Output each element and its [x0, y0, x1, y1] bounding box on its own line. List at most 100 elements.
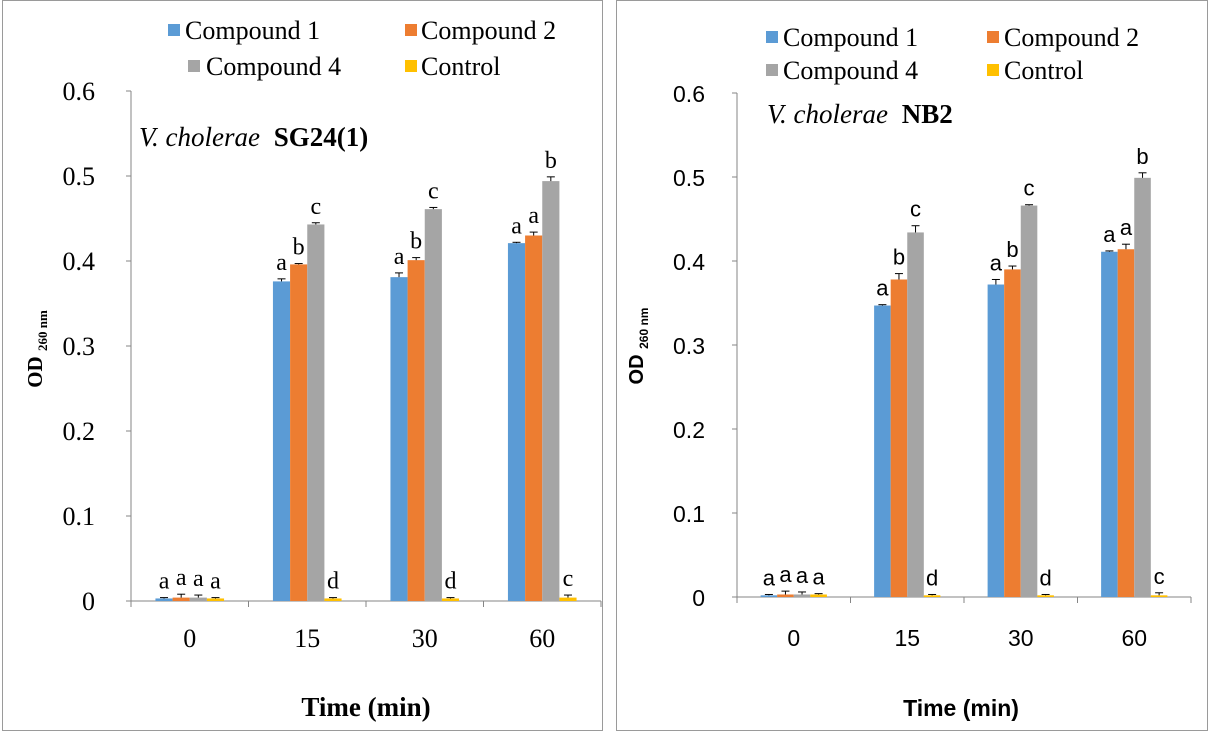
bar — [172, 597, 190, 601]
legend-swatch-compound-1 — [168, 24, 180, 36]
significance-letter: b — [545, 148, 557, 174]
y-tick-label: 0.2 — [673, 417, 705, 443]
y-tick-label: 0.6 — [63, 77, 96, 106]
y-tick-label: 0.4 — [673, 249, 705, 275]
bar — [507, 243, 526, 601]
bar — [559, 597, 577, 601]
bar — [206, 598, 225, 601]
y-tick-label: 0 — [692, 585, 705, 611]
y-tick-label: 0.3 — [63, 332, 96, 361]
bar — [923, 595, 941, 597]
legend-label-compound-4: Compound 4 — [206, 52, 341, 81]
significance-letter: b — [1136, 144, 1148, 169]
x-tick-label: 0 — [183, 624, 196, 653]
legend: Compound 1 Compound 2 Compound 4 Control — [168, 16, 556, 81]
significance-letter: a — [176, 565, 187, 591]
y-tick-label: 0.2 — [63, 417, 96, 446]
x-tick-label: 15 — [294, 624, 320, 653]
significance-letter: d — [1039, 565, 1051, 590]
significance-letter: a — [210, 569, 221, 595]
significance-letter: a — [394, 244, 405, 270]
significance-letter: a — [763, 565, 776, 590]
bar — [307, 224, 325, 601]
y-tick-label: 0 — [82, 587, 95, 616]
chart-panel-nb2: Compound 1 Compound 2 Compound 4 Control… — [616, 0, 1208, 731]
significance-letter: a — [193, 566, 204, 592]
bar — [793, 594, 811, 597]
significance-letter: b — [893, 245, 905, 270]
significance-letter: a — [528, 203, 539, 229]
bar — [987, 284, 1005, 597]
legend-label-compound-2: Compound 2 — [1004, 23, 1139, 52]
legend-swatch-compound-1 — [766, 31, 778, 43]
significance-letter: a — [1120, 215, 1133, 240]
chart-title: V. cholerae NB2 — [767, 99, 953, 129]
significance-letter: c — [1024, 176, 1035, 201]
bar — [1101, 251, 1118, 597]
significance-letter: b — [410, 229, 422, 255]
chart-title-italic: V. cholerae — [767, 99, 888, 129]
chart-title-bold: SG24(1) — [274, 122, 369, 152]
legend-label-compound-4: Compound 4 — [783, 56, 918, 85]
significance-letter: b — [293, 235, 305, 261]
bar — [441, 598, 460, 601]
significance-letter: a — [796, 563, 809, 588]
legend-swatch-control — [405, 60, 417, 72]
legend-label-control: Control — [1004, 56, 1083, 85]
y-axis-label-sub: 260 nm — [35, 310, 50, 351]
significance-letter: a — [812, 565, 825, 590]
significance-letter: a — [276, 250, 287, 276]
legend-swatch-compound-2 — [405, 24, 417, 36]
x-tick-label: 0 — [787, 625, 800, 651]
significance-letter: c — [1154, 564, 1165, 589]
x-tick-label: 60 — [1121, 625, 1147, 651]
chart-title-bold: NB2 — [902, 99, 953, 129]
legend-swatch-control — [987, 64, 999, 76]
bar — [1134, 177, 1151, 597]
x-tick-label: 30 — [1008, 625, 1034, 651]
x-axis-title: Time (min) — [903, 695, 1019, 721]
bar — [777, 594, 794, 597]
significance-letter: c — [310, 194, 321, 220]
y-tick-label: 0.3 — [673, 333, 705, 359]
x-tick-label: 60 — [529, 624, 555, 653]
bar — [1020, 205, 1038, 597]
significance-letter: a — [1103, 222, 1116, 247]
chart-title: V. cholerae SG24(1) — [139, 122, 368, 152]
bar — [407, 260, 425, 601]
bar — [907, 232, 924, 597]
legend-label-compound-2: Compound 2 — [421, 16, 556, 45]
chart-title-italic: V. cholerae — [139, 122, 260, 152]
bar — [525, 235, 543, 601]
significance-letter: a — [159, 569, 170, 595]
significance-letter: a — [511, 213, 522, 239]
y-tick-label: 0.5 — [63, 162, 96, 191]
bar — [810, 594, 827, 597]
legend-label-compound-1: Compound 1 — [185, 16, 320, 45]
y-tick-label: 0.6 — [673, 81, 705, 107]
chart-svg-nb2: Compound 1 Compound 2 Compound 4 Control… — [626, 23, 1192, 721]
bar — [1117, 249, 1135, 598]
y-axis-label: OD 260 nm — [23, 310, 50, 388]
bar — [272, 281, 291, 601]
y-tick-label: 0.1 — [63, 502, 96, 531]
x-axis-title: Time (min) — [301, 692, 430, 722]
y-axis-label-sub: 260 nm — [637, 308, 651, 349]
significance-letter: c — [563, 566, 574, 592]
y-axis-label-main: OD — [23, 356, 47, 388]
legend-swatch-compound-2 — [987, 31, 999, 43]
significance-letter: d — [444, 569, 456, 595]
significance-letter: d — [327, 569, 339, 595]
bar — [1037, 595, 1054, 597]
significance-letter: d — [926, 565, 938, 590]
bar — [155, 598, 173, 601]
chart-svg-sg24: Compound 1 Compound 2 Compound 4 Control… — [23, 16, 602, 722]
x-tick-label: 30 — [412, 624, 438, 653]
significance-letter: a — [990, 250, 1003, 275]
bar — [1150, 595, 1168, 597]
legend-label-control: Control — [421, 52, 500, 81]
bar — [542, 181, 560, 601]
bar — [390, 277, 408, 601]
